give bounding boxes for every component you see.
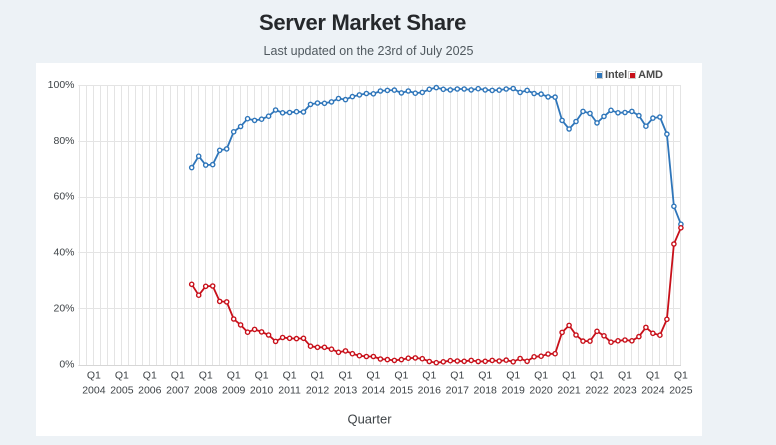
svg-text:20%: 20% <box>53 303 74 315</box>
svg-text:2013: 2013 <box>334 384 358 396</box>
svg-text:2024: 2024 <box>641 384 665 396</box>
svg-text:Q1: Q1 <box>87 370 101 382</box>
svg-text:Q1: Q1 <box>646 370 660 382</box>
svg-text:2021: 2021 <box>557 384 581 396</box>
svg-text:2023: 2023 <box>613 384 637 396</box>
svg-text:40%: 40% <box>53 247 74 259</box>
svg-text:Q1: Q1 <box>422 370 436 382</box>
svg-text:2019: 2019 <box>502 384 526 396</box>
svg-text:Q1: Q1 <box>171 370 185 382</box>
svg-text:2006: 2006 <box>138 384 162 396</box>
svg-text:2022: 2022 <box>585 384 609 396</box>
svg-text:2010: 2010 <box>250 384 274 396</box>
svg-text:Q1: Q1 <box>255 370 269 382</box>
svg-text:Quarter: Quarter <box>347 412 392 427</box>
svg-text:Q1: Q1 <box>310 370 324 382</box>
svg-text:2025: 2025 <box>669 384 693 396</box>
svg-text:Q1: Q1 <box>506 370 520 382</box>
svg-text:2008: 2008 <box>194 384 218 396</box>
svg-text:Q1: Q1 <box>227 370 241 382</box>
svg-text:2020: 2020 <box>529 384 553 396</box>
svg-text:Q1: Q1 <box>338 370 352 382</box>
svg-text:Q1: Q1 <box>115 370 129 382</box>
svg-text:2016: 2016 <box>418 384 442 396</box>
svg-text:Q1: Q1 <box>478 370 492 382</box>
svg-text:2018: 2018 <box>474 384 498 396</box>
svg-text:Q1: Q1 <box>394 370 408 382</box>
svg-text:Q1: Q1 <box>450 370 464 382</box>
svg-text:Q1: Q1 <box>534 370 548 382</box>
svg-text:Q1: Q1 <box>366 370 380 382</box>
svg-text:Q1: Q1 <box>618 370 632 382</box>
svg-text:2011: 2011 <box>278 384 301 396</box>
svg-text:2017: 2017 <box>446 384 470 396</box>
svg-text:2004: 2004 <box>82 384 106 396</box>
svg-text:0%: 0% <box>59 359 74 371</box>
svg-text:2012: 2012 <box>306 384 330 396</box>
svg-text:Q1: Q1 <box>674 370 688 382</box>
svg-text:60%: 60% <box>53 191 74 203</box>
svg-text:100%: 100% <box>48 79 75 91</box>
svg-text:2014: 2014 <box>362 384 386 396</box>
svg-text:2009: 2009 <box>222 384 246 396</box>
svg-text:Q1: Q1 <box>562 370 576 382</box>
svg-text:Q1: Q1 <box>590 370 604 382</box>
svg-text:Q1: Q1 <box>143 370 157 382</box>
svg-text:2015: 2015 <box>390 384 414 396</box>
svg-text:Q1: Q1 <box>199 370 213 382</box>
svg-text:Q1: Q1 <box>283 370 297 382</box>
svg-text:2005: 2005 <box>110 384 134 396</box>
svg-text:80%: 80% <box>53 135 74 147</box>
svg-text:2007: 2007 <box>166 384 190 396</box>
